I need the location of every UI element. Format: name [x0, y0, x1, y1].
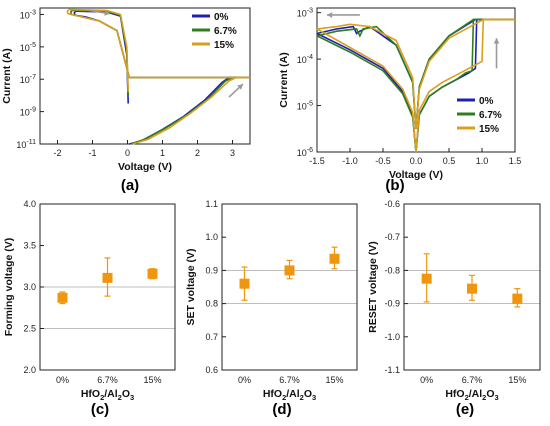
data-point [57, 292, 68, 303]
x-tick-label: 15% [325, 375, 343, 385]
legend-entry: 15% [214, 40, 234, 51]
plot-frame [39, 7, 251, 145]
data-point [512, 293, 523, 304]
x-tick-label: 0.0 [410, 156, 423, 166]
y-tick-label: -0.7 [384, 232, 400, 242]
x-tick-label: 1.5 [509, 156, 522, 166]
y-axis-label: Forming voltage (V) [3, 238, 15, 337]
x-tick-label: 0 [125, 148, 130, 158]
y-tick-label: 2.0 [23, 365, 36, 375]
x-tick-label: 0% [420, 375, 433, 385]
y-tick-label: -1.0 [384, 332, 400, 342]
panel-label: (c) [91, 401, 109, 418]
x-tick-label: -1.5 [309, 156, 325, 166]
series-15-curve [316, 23, 417, 129]
legend-entry: 6.7% [214, 26, 237, 37]
x-tick-label: 6.7% [462, 375, 483, 385]
x-tick-label: 1 [160, 148, 165, 158]
panel-label: (e) [456, 401, 474, 418]
x-tick-label: 6.7% [279, 375, 300, 385]
series-67-curve [316, 25, 417, 129]
x-tick-label: 15% [508, 375, 526, 385]
y-tick-label: 10-4 [297, 54, 313, 65]
y-tick-label: 10-7 [20, 74, 36, 85]
x-tick-label: 3 [230, 148, 235, 158]
legend-entry: 0% [479, 96, 494, 107]
x-tick-label: 15% [143, 375, 161, 385]
panel-label: (b) [385, 177, 404, 194]
y-tick-label: 10-5 [297, 101, 313, 112]
series-15-curve [68, 8, 129, 93]
data-point [421, 273, 432, 284]
series-15-curve [316, 28, 417, 153]
sweep-arrow-head-icon [326, 12, 333, 18]
data-point [467, 283, 477, 294]
y-tick-label: 10-9 [20, 107, 36, 118]
series-67-curve [72, 9, 129, 96]
x-tick-label: 0% [56, 375, 69, 385]
sweep-arrow-head-icon [237, 84, 243, 90]
data-point [147, 268, 158, 279]
y-tick-label: 0.7 [205, 332, 218, 342]
y-tick-label: -0.9 [384, 299, 400, 309]
legend-entry: 0% [214, 12, 229, 23]
y-tick-label: 10-6 [297, 147, 313, 158]
y-tick-label: 0.9 [205, 265, 218, 275]
y-tick-label: 0.6 [205, 365, 218, 375]
y-tick-label: 0.8 [205, 299, 218, 309]
x-tick-label: -1 [88, 148, 96, 158]
panel-label: (a) [121, 177, 139, 194]
y-tick-label: -0.8 [384, 265, 400, 275]
data-point [329, 253, 340, 264]
series-0-curve [75, 10, 129, 104]
panel-label: (d) [272, 401, 291, 418]
x-axis-label: HfO2/Al2O3 [81, 388, 134, 402]
x-tick-label: -2 [53, 148, 61, 158]
y-tick-label: 1.0 [205, 232, 218, 242]
series-15-curve [415, 18, 515, 129]
plot-frame [403, 203, 541, 371]
y-axis-label: Current (A) [1, 48, 13, 103]
plot-frame [221, 203, 358, 371]
y-tick-label: 10-3 [297, 8, 313, 19]
y-tick-label: 10-5 [20, 42, 36, 53]
series-15-curve [66, 9, 250, 79]
y-tick-label: 10-3 [20, 9, 36, 20]
y-tick-label: 10-11 [16, 139, 36, 150]
data-point [239, 278, 250, 289]
x-axis-label: Voltage (V) [118, 161, 172, 173]
x-tick-label: 2 [195, 148, 200, 158]
x-axis-label: HfO2/Al2O3 [445, 388, 498, 402]
series-0-curve [415, 18, 515, 153]
data-point [284, 265, 295, 276]
y-axis-label: Current (A) [278, 52, 290, 107]
y-tick-label: -0.6 [384, 199, 400, 209]
series-15-curve [415, 18, 515, 153]
legend-entry: 15% [479, 124, 499, 135]
data-point [102, 272, 113, 283]
sweep-arrow-head-icon [493, 38, 500, 44]
y-axis-label: RESET voltage (V) [367, 241, 379, 333]
y-tick-label: 2.5 [23, 324, 36, 334]
series-67-curve [415, 18, 515, 153]
x-tick-label: 6.7% [97, 375, 118, 385]
x-tick-label: 0.5 [443, 156, 456, 166]
legend-entry: 6.7% [479, 110, 502, 121]
x-tick-label: -1.0 [342, 156, 358, 166]
y-tick-label: 3.5 [23, 241, 36, 251]
series-0-curve [316, 25, 417, 129]
y-axis-label: SET voltage (V) [185, 248, 197, 325]
y-tick-label: 4.0 [23, 199, 36, 209]
x-tick-label: 1.0 [476, 156, 489, 166]
y-tick-label: -1.1 [384, 365, 400, 375]
y-tick-label: 3.0 [23, 282, 36, 292]
y-tick-label: 1.1 [205, 199, 218, 209]
series-0-curve [129, 76, 250, 145]
x-axis-label: Voltage (V) [389, 169, 443, 181]
x-tick-label: -0.5 [375, 156, 391, 166]
x-tick-label: 0% [238, 375, 251, 385]
x-axis-label: HfO2/Al2O3 [263, 388, 316, 402]
sweep-arrow-head-icon [104, 10, 110, 16]
